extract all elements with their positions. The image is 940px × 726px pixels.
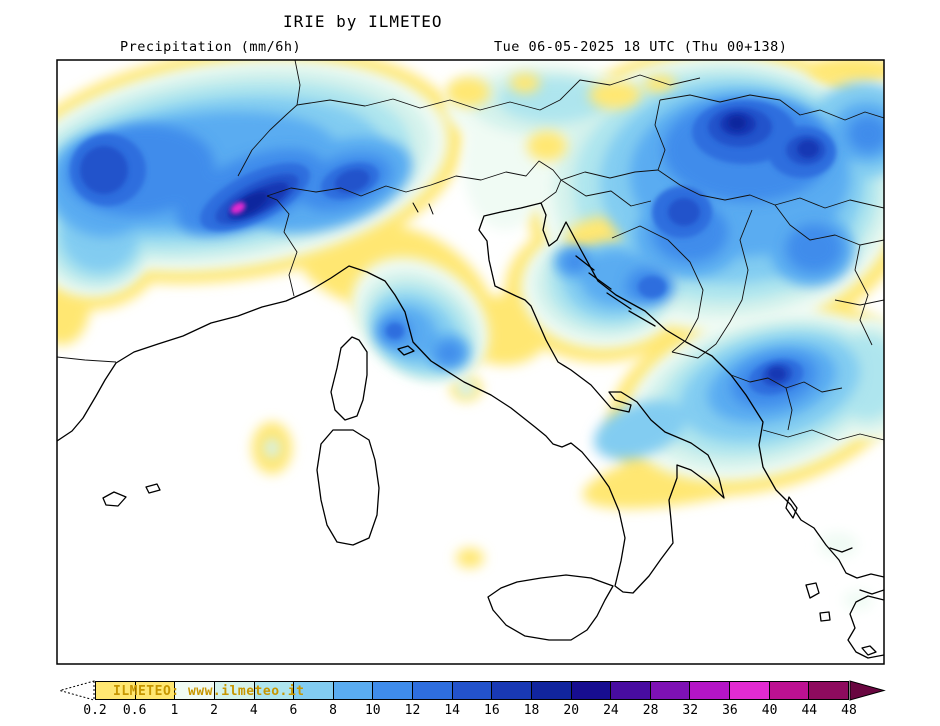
colorbar-left-arrow	[58, 680, 95, 701]
border-austria-hungary	[654, 99, 666, 171]
colorbar-tick-label: 44	[801, 703, 818, 718]
precip-peak-magenta	[230, 202, 246, 214]
colorbar-segment	[689, 682, 729, 699]
border-romania-bulgaria	[834, 299, 884, 306]
border-pyrenees	[57, 356, 117, 363]
border-bosnia-serbia	[671, 209, 753, 359]
coastline-islet-corner	[861, 645, 877, 656]
border-hungary-north	[659, 94, 884, 121]
colorbar-tick-label: 32	[682, 703, 699, 718]
colorbar-segment	[293, 682, 333, 699]
colorbar-tick-label: 8	[329, 703, 338, 718]
colorbar-segment	[372, 682, 412, 699]
colorbar-segment	[649, 682, 690, 699]
coastline-croatian-island-3	[606, 292, 632, 310]
colorbar-segment	[451, 682, 492, 699]
coastline-croatian-island-4	[628, 310, 656, 327]
coastlines	[57, 202, 884, 659]
coastline-croatian-island-1	[575, 255, 595, 271]
coastline-sardinia	[316, 429, 380, 546]
colorbar-tick-label: 4	[249, 703, 258, 718]
colorbar-segment	[530, 682, 571, 699]
precipitation-layer	[57, 60, 884, 610]
colorbar-segment	[491, 682, 531, 699]
border-france-switzerland	[237, 60, 301, 177]
border-serbia-romania	[774, 204, 884, 246]
colorbar-tick-label: 12	[404, 703, 421, 718]
colorbar-segment	[570, 682, 611, 699]
colorbar-segment	[610, 682, 650, 699]
border-austria-north	[559, 74, 701, 101]
page-title: IRIE by ILMETEO	[283, 12, 443, 31]
map-frame	[56, 59, 885, 665]
coastline-corsica	[330, 336, 368, 421]
colorbar-segment	[134, 682, 175, 699]
coastline-elba	[397, 345, 415, 356]
colorbar-tick-label: 2	[210, 703, 218, 718]
coastline-peloponnese	[847, 595, 884, 659]
colorbar-segment	[96, 682, 135, 699]
border-france-italy	[266, 195, 298, 297]
border-greece-north	[762, 429, 884, 441]
colorbar-tick-label: 18	[523, 703, 540, 718]
colorbar-segment	[768, 682, 809, 699]
lake-maggiore	[428, 203, 434, 215]
coastline-mallorca	[102, 491, 127, 507]
validity-label: Tue 06-05-2025 18 UTC (Thu 00+138)	[494, 39, 788, 55]
coastline-sicily	[487, 574, 614, 641]
country-borders	[57, 60, 884, 441]
border-albania-macedonia	[785, 387, 793, 431]
colorbar-tick-label: 14	[444, 703, 460, 718]
colorbar-tick-label: 48	[841, 703, 857, 718]
colorbar-tick-label: 6	[289, 703, 298, 718]
colorbar-right-arrow	[849, 680, 886, 701]
colorbar-segment	[174, 682, 214, 699]
border-serbia-bulgaria	[854, 244, 873, 346]
variable-label: Precipitation (mm/6h)	[120, 39, 302, 55]
coastline-mainland	[57, 202, 884, 594]
colorbar-segment	[253, 682, 294, 699]
colorbar-tick-label: 0.6	[122, 703, 147, 718]
border-croatia-bosnia	[611, 225, 704, 353]
coastline-menorca	[145, 483, 161, 494]
coastline-croatian-island-2	[588, 272, 612, 290]
border-slovenia-croatia	[560, 179, 652, 207]
coastline-greek-gulf-2	[859, 589, 884, 595]
colorbar-segment	[213, 682, 254, 699]
border-germany-austria	[392, 98, 561, 111]
coastline-greek-gulf-1	[829, 547, 853, 553]
border-alpine	[266, 160, 562, 204]
colorbar-tick-label: 1	[170, 703, 179, 718]
border-austria-slovenia	[560, 169, 659, 181]
coastline-zakynthos	[819, 611, 831, 622]
colorbar-segment	[729, 682, 769, 699]
colorbar-tick-label: 40	[761, 703, 778, 718]
colorbar-tick-label: 20	[563, 703, 580, 718]
colorbar-segment	[332, 682, 373, 699]
colorbar-tick-label: 36	[722, 703, 738, 718]
lake-garda	[412, 202, 419, 213]
coastline-corfu	[785, 496, 798, 519]
border-hungary-south	[657, 169, 884, 209]
colorbar-tick-label: 0.2	[83, 703, 107, 718]
colorbar	[95, 681, 849, 700]
colorbar-tick-label: 24	[603, 703, 619, 718]
border-switzerland-germany	[296, 98, 394, 107]
watermark: ILMETEO: www.ilmeteo.it	[113, 684, 305, 699]
colorbar-tick-label: 10	[364, 703, 381, 718]
colorbar-segment	[412, 682, 452, 699]
colorbar-tick-label: 16	[484, 703, 500, 718]
colorbar-segment	[808, 682, 848, 699]
colorbar-tick-label: 28	[642, 703, 659, 718]
coastline-kefalonia	[805, 582, 820, 599]
